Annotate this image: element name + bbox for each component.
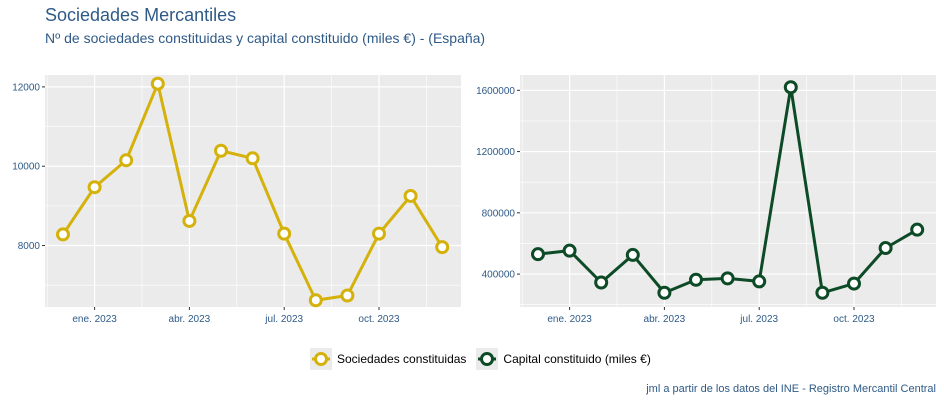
legend-label-capital: Capital constituido (miles €) — [503, 352, 651, 366]
cap-data-point — [657, 285, 672, 300]
cap-data-point — [752, 274, 767, 289]
chart-title: Sociedades Mercantiles — [45, 5, 237, 25]
legend-item-capital: Capital constituido (miles €) — [476, 348, 651, 370]
cap-data-point — [815, 285, 830, 300]
soc-data-point — [403, 188, 418, 203]
cap-data-point — [847, 276, 861, 291]
cap-data-point — [720, 271, 735, 286]
cap-ytick-label: 1600000 — [476, 86, 515, 97]
soc-data-point — [150, 76, 165, 91]
soc-data-point — [340, 288, 355, 303]
cap-data-point — [783, 80, 798, 95]
soc-data-point — [277, 226, 292, 241]
cap-xtick-label: jul. 2023 — [739, 314, 778, 325]
cap-ytick-label: 400000 — [482, 270, 516, 281]
chart-subtitle: Nº de sociedades constituidas y capital … — [45, 30, 486, 46]
soc-ytick-label: 10000 — [12, 162, 40, 173]
panel-sociedades: 8000 10000 12000 ene. 2023 abr. 2023 jul. 202… — [12, 75, 461, 325]
cap-data-point — [562, 243, 577, 258]
cap-data-point — [531, 247, 545, 262]
legend-item-sociedades: Sociedades constituidas — [310, 348, 466, 370]
legend-key-capital — [476, 348, 499, 370]
soc-data-point — [87, 180, 102, 195]
legend-label-sociedades: Sociedades constituidas — [337, 352, 467, 366]
soc-data-point — [214, 143, 228, 158]
soc-data-point — [308, 293, 323, 308]
soc-xtick-label: ene. 2023 — [72, 314, 117, 325]
cap-data-point — [878, 241, 893, 256]
soc-ytick-label: 12000 — [12, 82, 40, 93]
source-caption: jml a partir de los datos del INE - Regi… — [646, 383, 936, 395]
soc-xtick-label: abr. 2023 — [169, 314, 211, 325]
soc-data-point — [435, 240, 450, 255]
soc-data-point — [182, 213, 197, 228]
cap-data-point — [689, 272, 703, 287]
cap-xtick-label: oct. 2023 — [833, 314, 875, 325]
panel-capital: 400000 800000 1200000 1600000 ene. 2023 abr. … — [476, 75, 936, 325]
cap-data-point — [594, 275, 609, 290]
legend: Sociedades constituidas Capital constitu… — [310, 347, 661, 371]
cap-ytick-label: 1200000 — [476, 147, 515, 158]
soc-data-point — [56, 227, 70, 242]
cap-xtick-label: ene. 2023 — [547, 314, 592, 325]
cap-xtick-label: abr. 2023 — [644, 314, 686, 325]
soc-plot-background — [45, 75, 461, 307]
soc-ytick-label: 8000 — [18, 241, 41, 252]
soc-data-point — [372, 226, 386, 241]
soc-xtick-label: jul. 2023 — [264, 314, 303, 325]
cap-data-point — [625, 247, 640, 262]
cap-ytick-label: 800000 — [482, 208, 516, 219]
legend-key-sociedades — [310, 348, 332, 370]
soc-xtick-label: oct. 2023 — [358, 314, 400, 325]
soc-data-point — [245, 151, 260, 166]
soc-data-point — [119, 153, 134, 168]
cap-data-point — [910, 222, 925, 237]
